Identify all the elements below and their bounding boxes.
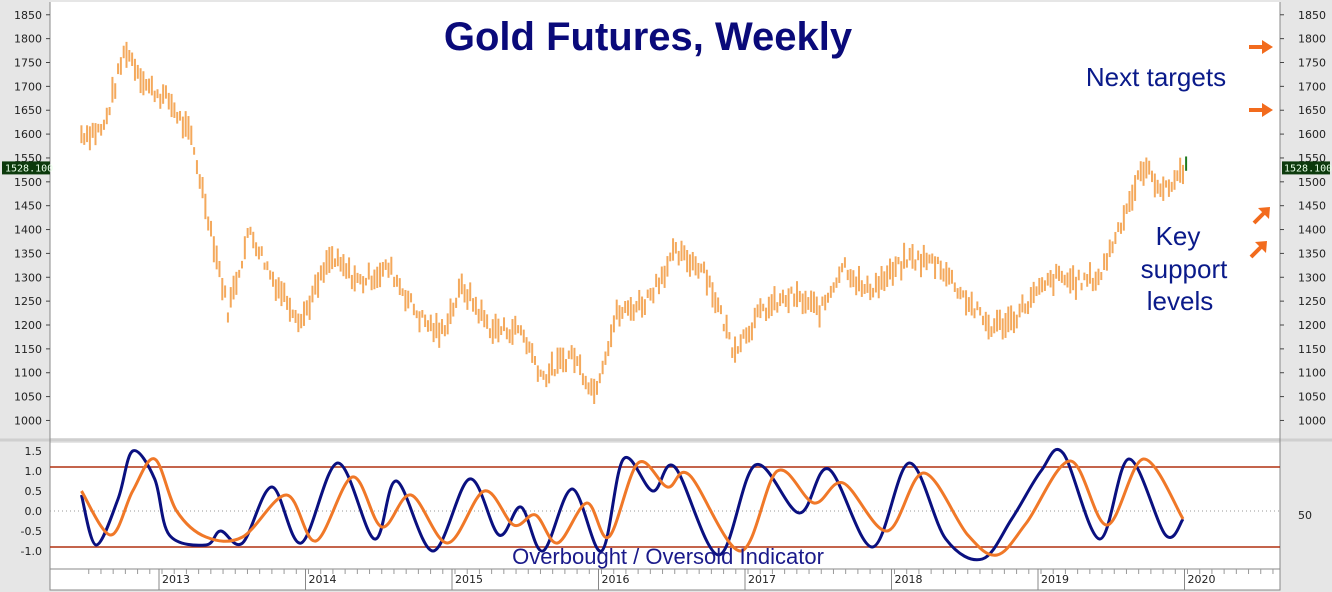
price-panel xyxy=(50,2,1280,438)
indicator-right-label: 50 xyxy=(1298,509,1312,522)
indicator-tick-label: 0.5 xyxy=(25,485,43,498)
indicator-slow-line xyxy=(80,457,1185,557)
chart-title: Gold Futures, Weekly xyxy=(444,15,853,59)
price-tick-label-right: 1600 xyxy=(1298,128,1326,141)
indicator-fast-line xyxy=(79,447,1185,562)
price-tick-label-left: 1300 xyxy=(14,271,42,284)
last-price-right-text: 1528.100 xyxy=(1284,163,1332,174)
price-tick-label-left: 1100 xyxy=(14,367,42,380)
key-support-label-line2: support xyxy=(1141,254,1228,284)
arrow-right-icon-1800 xyxy=(1249,40,1273,54)
year-label: 2016 xyxy=(602,573,630,586)
price-tick-label-right: 1100 xyxy=(1298,367,1326,380)
price-tick-label-right: 1200 xyxy=(1298,319,1326,332)
price-tick-label-right: 1150 xyxy=(1298,343,1326,356)
price-tick-label-right: 1500 xyxy=(1298,176,1326,189)
next-targets-label: Next targets xyxy=(1086,62,1226,92)
price-tick-label-left: 1450 xyxy=(14,200,42,213)
last-price-badge-right: 1528.100 xyxy=(1282,161,1332,175)
price-tick-label-left: 1250 xyxy=(14,295,42,308)
price-tick-label-right: 1300 xyxy=(1298,271,1326,284)
last-price-badge-left: 1528.100 xyxy=(2,161,53,175)
indicator-tick-label: 0.0 xyxy=(25,505,43,518)
price-tick-label-right: 1350 xyxy=(1298,247,1326,260)
price-tick-label-left: 1150 xyxy=(14,343,42,356)
year-label: 2019 xyxy=(1041,573,1069,586)
price-tick-label-right: 1000 xyxy=(1298,414,1326,427)
price-tick-label-left: 1700 xyxy=(14,80,42,93)
price-tick-label-left: 1750 xyxy=(14,57,42,70)
price-tick-label-right: 1750 xyxy=(1298,57,1326,70)
arrow-up-right-icon-1450 xyxy=(1252,207,1270,225)
indicator-tick-label: 1.0 xyxy=(25,465,43,478)
key-support-label-line3: levels xyxy=(1147,286,1213,316)
key-support-label-line1: Key xyxy=(1156,221,1201,251)
price-tick-label-left: 1850 xyxy=(14,9,42,22)
year-label: 2014 xyxy=(309,573,337,586)
indicator-tick-label: -1.0 xyxy=(21,545,42,558)
price-tick-label-right: 1850 xyxy=(1298,9,1326,22)
price-tick-label-right: 1800 xyxy=(1298,33,1326,46)
year-label: 2018 xyxy=(895,573,923,586)
price-tick-label-left: 1050 xyxy=(14,391,42,404)
price-tick-label-left: 1800 xyxy=(14,33,42,46)
price-tick-label-left: 1350 xyxy=(14,247,42,260)
indicator-tick-label: -0.5 xyxy=(21,525,42,538)
time-axis xyxy=(49,568,1281,591)
indicator-tick-label: 1.5 xyxy=(25,445,43,458)
last-price-left-text: 1528.100 xyxy=(5,163,53,174)
arrow-right-icon-1650 xyxy=(1249,103,1273,117)
indicator-title: Overbought / Oversold Indicator xyxy=(512,544,824,569)
year-label: 2020 xyxy=(1188,573,1216,586)
arrow-up-right-icon-1350 xyxy=(1249,241,1267,259)
price-tick-label-right: 1400 xyxy=(1298,224,1326,237)
price-tick-label-left: 1500 xyxy=(14,176,42,189)
year-label: 2013 xyxy=(162,573,190,586)
price-tick-label-right: 1450 xyxy=(1298,200,1326,213)
price-tick-label-left: 1600 xyxy=(14,128,42,141)
price-tick-label-right: 1050 xyxy=(1298,391,1326,404)
price-tick-label-right: 1700 xyxy=(1298,80,1326,93)
price-tick-label-right: 1250 xyxy=(1298,295,1326,308)
price-tick-label-left: 1200 xyxy=(14,319,42,332)
year-label: 2017 xyxy=(748,573,776,586)
price-tick-label-left: 1400 xyxy=(14,224,42,237)
price-tick-label-right: 1650 xyxy=(1298,104,1326,117)
year-label: 2015 xyxy=(455,573,483,586)
price-tick-label-left: 1000 xyxy=(14,414,42,427)
price-tick-label-left: 1650 xyxy=(14,104,42,117)
